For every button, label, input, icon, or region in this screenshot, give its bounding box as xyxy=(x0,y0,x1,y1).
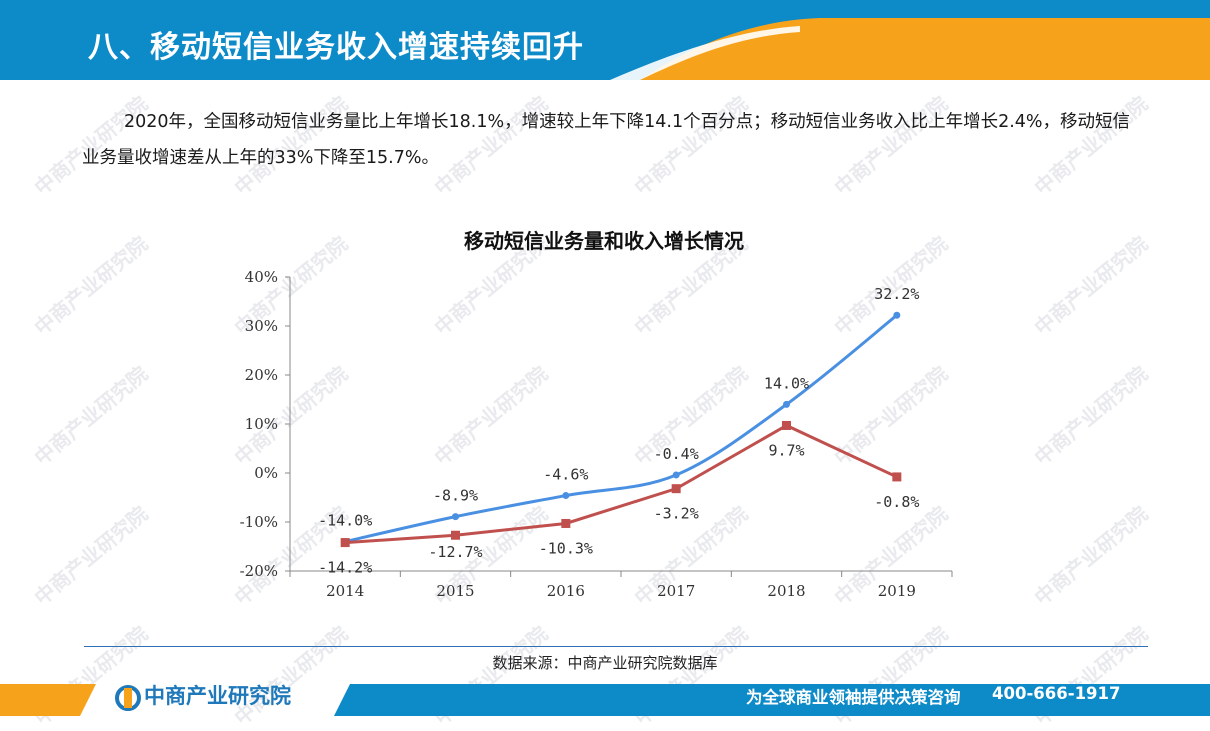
series-1-data-label: -8.9% xyxy=(433,487,478,505)
chart-data-labels: -14.0% -8.9% -4.6% -0.4% 14.0% 32.2% -14.2% -12… xyxy=(318,285,919,576)
series-2-data-label: -0.8% xyxy=(874,493,919,511)
header-banner xyxy=(0,0,1210,80)
y-tick-label: 30% xyxy=(245,317,278,335)
banner-white-stripe xyxy=(610,26,800,80)
series-line-2 xyxy=(345,423,898,545)
chart-series xyxy=(340,311,902,548)
series-1-point xyxy=(672,471,680,479)
data-source: 数据来源：中商产业研究院数据库 xyxy=(492,654,718,672)
series-2-data-label: -10.3% xyxy=(539,539,593,557)
x-tick-label: 2017 xyxy=(657,582,695,600)
series-1-data-label: -14.0% xyxy=(318,512,372,530)
series-1-data-label: 14.0% xyxy=(764,374,809,392)
series-1-data-label: 32.2% xyxy=(874,285,919,303)
y-tick-label: -20% xyxy=(240,562,278,580)
series-2-point xyxy=(340,538,350,548)
footer-phone: 400-666-1917 xyxy=(992,684,1121,703)
chart-axes: -20% -10% 0% 10% 20% 30% 40% 2014 2015 2016 2017 20… xyxy=(240,268,953,600)
series-2-data-label: -14.2% xyxy=(318,559,372,577)
x-tick-label: 2018 xyxy=(767,582,805,600)
x-tick-label: 2019 xyxy=(878,582,916,600)
x-tick-label: 2014 xyxy=(326,582,364,600)
footer-slogan-band xyxy=(708,684,1196,716)
series-2-data-label: -3.2% xyxy=(654,505,699,523)
line-chart: 移动短信业务量和收入增长情况 -20% -10% 0% 10% 20% 30% 40% 201… xyxy=(240,229,953,600)
x-tick-label: 2016 xyxy=(547,582,585,600)
series-line-1 xyxy=(344,314,898,544)
series-2-point xyxy=(451,530,460,540)
series-1-point xyxy=(893,311,901,319)
series-2-point xyxy=(782,420,791,430)
footer-brand: 中商产业研究院 xyxy=(144,684,291,708)
y-tick-label: 20% xyxy=(245,366,278,384)
footer-orange-block xyxy=(0,684,96,716)
series-1-point xyxy=(783,400,790,408)
series-2-data-label: -12.7% xyxy=(428,543,482,561)
y-tick-label: 0% xyxy=(254,464,278,482)
series-1-data-label: -4.6% xyxy=(543,466,588,484)
series-2-data-label: 9.7% xyxy=(768,441,804,459)
chart-title: 移动短信业务量和收入增长情况 xyxy=(464,229,744,253)
series-2-point xyxy=(561,518,571,528)
y-tick-label: -10% xyxy=(240,513,278,531)
series-1-data-label: -0.4% xyxy=(654,445,699,463)
series-1-point xyxy=(452,513,459,521)
brand-logo-icon xyxy=(115,685,141,711)
footer-slogan: 为全球商业领袖提供决策咨询 xyxy=(746,688,961,707)
page-title: 八、移动短信业务收入增速持续回升 xyxy=(88,30,584,65)
footer-bar xyxy=(0,684,1210,716)
y-tick-label: 10% xyxy=(245,415,278,433)
y-tick-label: 40% xyxy=(245,268,278,286)
source-divider xyxy=(84,646,1148,647)
summary-paragraph: 2020年，全国移动短信业务量比上年增长18.1%，增速较上年下降14.1个百分… xyxy=(82,112,1131,168)
series-1-point xyxy=(562,492,570,500)
x-tick-label: 2015 xyxy=(436,582,474,600)
series-2-point xyxy=(671,484,681,494)
series-2-point xyxy=(892,472,902,482)
